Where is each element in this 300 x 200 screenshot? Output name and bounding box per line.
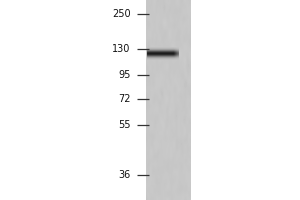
Text: 130: 130 [112,44,130,54]
Text: 95: 95 [118,70,130,80]
Text: 250: 250 [112,9,130,19]
Text: 36: 36 [118,170,130,180]
Text: 55: 55 [118,120,130,130]
Text: 72: 72 [118,94,130,104]
